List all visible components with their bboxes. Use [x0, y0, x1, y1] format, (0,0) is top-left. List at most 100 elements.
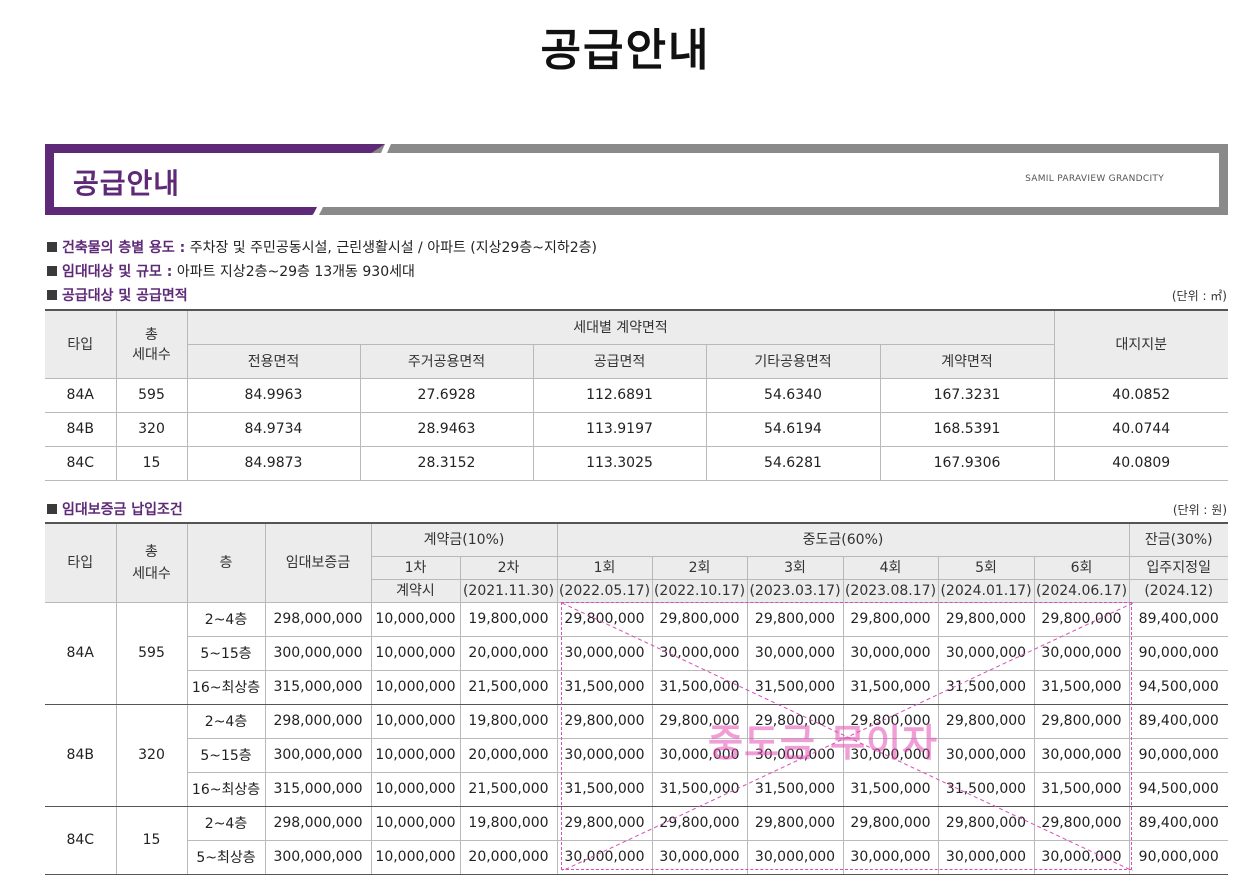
cell-deposit: 298,000,000: [264, 601, 372, 637]
header-i2: 2회: [651, 555, 748, 580]
cell-i1: 31,500,000: [556, 771, 653, 807]
header-land-share: 대지지분: [1053, 309, 1228, 379]
cell-bal: 90,000,000: [1128, 635, 1228, 671]
cell-bal: 90,000,000: [1128, 737, 1228, 773]
banner-title: 공급안내: [73, 167, 181, 200]
cell-contract: 167.9306: [879, 446, 1054, 481]
cell-i1: 30,000,000: [556, 635, 653, 671]
cell-contract: 167.3231: [879, 378, 1054, 413]
cell-dp1: 10,000,000: [370, 635, 461, 671]
cell-i1: 29,800,000: [556, 805, 653, 841]
header-dp1-date: 계약시: [370, 578, 461, 603]
header-i6-date: (2024.06.17): [1033, 578, 1130, 603]
cell-households: 15: [115, 805, 188, 875]
cell-residential-common: 28.9463: [359, 412, 533, 447]
header-contract: 계약면적: [879, 343, 1055, 379]
page-title: 공급안내: [540, 25, 711, 76]
cell-land-share: 40.0809: [1053, 446, 1228, 481]
cell-contract: 168.5391: [879, 412, 1054, 447]
bullet-rental-scale: 임대대상 및 규모 : 아파트 지상2층~29층 13개동 930세대: [47, 261, 415, 281]
table-row: 84C 15 84.9873 28.3152 113.3025 54.6281 …: [45, 446, 1228, 481]
cell-dp2: 19,800,000: [459, 805, 558, 841]
cell-type: 84A: [45, 378, 116, 413]
cell-deposit: 300,000,000: [264, 737, 372, 773]
cell-i3: 30,000,000: [746, 635, 844, 671]
cell-type: 84B: [45, 703, 117, 807]
header-i2-date: (2022.10.17): [651, 578, 748, 603]
cell-floor: 2~4층: [186, 601, 266, 637]
cell-deposit: 300,000,000: [264, 839, 372, 875]
cell-type: 84C: [45, 805, 117, 875]
cell-i3: 29,800,000: [746, 805, 844, 841]
cell-bal: 94,500,000: [1128, 771, 1228, 807]
cell-deposit: 300,000,000: [264, 635, 372, 671]
cell-other-common: 54.6340: [705, 378, 880, 413]
header-exclusive: 전용면적: [186, 343, 361, 379]
cell-bal: 94,500,000: [1128, 669, 1228, 705]
cell-i4: 31,500,000: [842, 669, 939, 705]
header-i4-date: (2023.08.17): [842, 578, 939, 603]
header-residential-common: 주거공용면적: [359, 343, 534, 379]
bullet-supply-area: 공급대상 및 공급면적: [47, 285, 188, 305]
cell-floor: 5~15층: [186, 737, 266, 773]
header-bal: 입주지정일: [1128, 555, 1228, 580]
cell-type: 84C: [45, 446, 116, 481]
cell-i6: 31,500,000: [1033, 771, 1130, 807]
cell-dp1: 10,000,000: [370, 669, 461, 705]
cell-i6: 30,000,000: [1033, 839, 1130, 875]
cell-i6: 29,800,000: [1033, 601, 1130, 637]
cell-supply: 113.3025: [532, 446, 706, 481]
cell-i3: 31,500,000: [746, 669, 844, 705]
cell-i3: 31,500,000: [746, 771, 844, 807]
cell-i1: 29,800,000: [556, 601, 653, 637]
cell-deposit: 298,000,000: [264, 703, 372, 739]
header-bal-date: (2024.12): [1128, 578, 1228, 603]
cell-floor: 16~최상층: [186, 669, 266, 705]
deposit-unit-label: (단위 : 원): [1172, 503, 1227, 517]
cell-dp1: 10,000,000: [370, 771, 461, 807]
deposit-payment-table: 타입 총 세대수 층 임대보증금 계약금(10%) 중도금(60%) 잔금(30…: [45, 522, 1228, 875]
cell-i4: 30,000,000: [842, 839, 939, 875]
header-i5-date: (2024.01.17): [937, 578, 1035, 603]
table-row: 84A 595 84.9963 27.6928 112.6891 54.6340…: [45, 378, 1228, 413]
cell-floor: 5~최상층: [186, 839, 266, 875]
cell-i5: 30,000,000: [937, 635, 1035, 671]
cell-i6: 30,000,000: [1033, 635, 1130, 671]
cell-i4: 30,000,000: [842, 635, 939, 671]
cell-dp2: 21,500,000: [459, 669, 558, 705]
cell-other-common: 54.6281: [705, 446, 880, 481]
header-i3-date: (2023.03.17): [746, 578, 844, 603]
header-contract-area-group: 세대별 계약면적: [186, 309, 1055, 345]
cell-i5: 31,500,000: [937, 771, 1035, 807]
cell-i4: 29,800,000: [842, 805, 939, 841]
cell-i2: 31,500,000: [651, 669, 748, 705]
cell-dp2: 20,000,000: [459, 839, 558, 875]
interest-free-label: 중도금 무이자: [708, 721, 938, 765]
cell-residential-common: 28.3152: [359, 446, 533, 481]
cell-dp1: 10,000,000: [370, 703, 461, 739]
cell-dp1: 10,000,000: [370, 805, 461, 841]
cell-land-share: 40.0744: [1053, 412, 1228, 447]
cell-i6: 31,500,000: [1033, 669, 1130, 705]
cell-exclusive: 84.9963: [186, 378, 360, 413]
area-unit-label: (단위 : ㎡): [1171, 289, 1227, 303]
cell-i2: 30,000,000: [651, 635, 748, 671]
cell-i4: 29,800,000: [842, 601, 939, 637]
cell-households: 595: [115, 378, 187, 413]
cell-supply: 112.6891: [532, 378, 706, 413]
cell-i5: 29,800,000: [937, 601, 1035, 637]
cell-i3: 29,800,000: [746, 601, 844, 637]
header-i5: 5회: [937, 555, 1035, 580]
cell-dp1: 10,000,000: [370, 839, 461, 875]
table-row: 16~최상층 315,000,000 10,000,000 21,500,000 31,…: [45, 771, 1228, 807]
cell-dp1: 10,000,000: [370, 737, 461, 773]
table-row: 5~15층 300,000,000 10,000,000 20,000,000 30,0…: [45, 737, 1228, 773]
cell-i1: 31,500,000: [556, 669, 653, 705]
table-row: 16~최상층 315,000,000 10,000,000 21,500,000 31,…: [45, 669, 1228, 705]
header-floor: 층: [186, 522, 266, 603]
cell-i2: 29,800,000: [651, 805, 748, 841]
cell-type: 84B: [45, 412, 116, 447]
cell-i5: 31,500,000: [937, 669, 1035, 705]
cell-type: 84A: [45, 601, 117, 705]
header-i6: 6회: [1033, 555, 1130, 580]
